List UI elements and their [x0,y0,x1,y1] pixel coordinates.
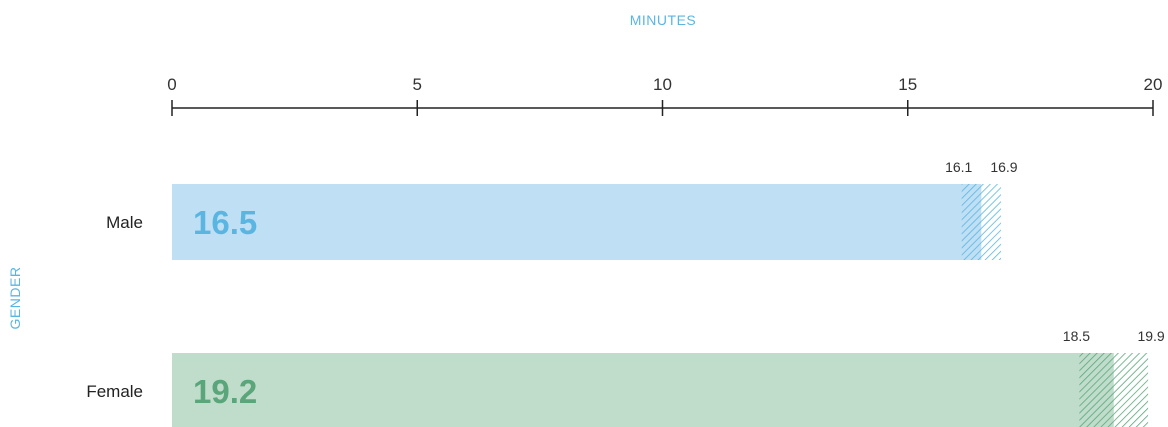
ci-lower-band [961,184,982,260]
y-axis-title: GENDER [7,267,23,330]
value-label: 16.5 [193,204,257,241]
x-tick-label: 15 [898,75,917,94]
x-axis-title: MINUTES [630,12,697,28]
ci-lower-band [1079,353,1114,427]
ci-high-label: 16.9 [990,159,1017,175]
bar [172,353,1114,427]
category-label: Male [106,213,143,232]
x-tick-label: 10 [653,75,672,94]
bar-group-female: Female 19.2 18.5 19.9 [86,328,1165,427]
ci-low-label: 18.5 [1063,328,1090,344]
bar [172,184,982,260]
ci-low-label: 16.1 [945,159,972,175]
x-tick-label: 5 [413,75,422,94]
x-axis: 0 5 10 15 20 [167,75,1162,116]
bar-group-male: Male 16.5 16.1 16.9 [106,159,1018,260]
value-label: 19.2 [193,373,257,410]
ci-upper-band [1113,353,1149,427]
bars-group: Male 16.5 16.1 16.9 Female 19.2 18.5 19.9 [86,159,1165,427]
ci-upper-band [981,184,1001,260]
x-tick-label: 20 [1144,75,1163,94]
x-tick-label: 0 [167,75,176,94]
ci-high-label: 19.9 [1137,328,1164,344]
category-label: Female [86,382,143,401]
